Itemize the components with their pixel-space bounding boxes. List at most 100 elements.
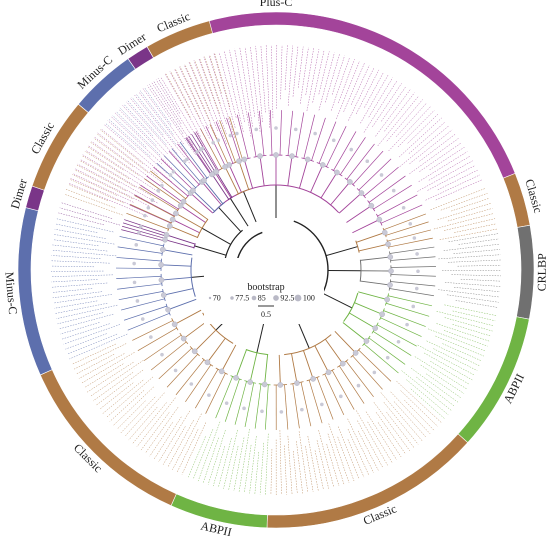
tip-line <box>64 193 123 216</box>
branch-spoke <box>224 378 240 422</box>
bootstrap-node <box>254 127 259 132</box>
tip-line <box>149 83 184 134</box>
tip-line <box>407 113 439 144</box>
tip-line <box>293 451 298 495</box>
tip-line <box>60 322 100 335</box>
bootstrap-node <box>304 156 311 163</box>
tip-line <box>76 164 127 192</box>
tip-line <box>363 80 398 133</box>
tip-line <box>406 379 449 415</box>
tip-line <box>427 328 486 352</box>
bootstrap-node <box>228 133 233 138</box>
branch-spoke <box>123 305 167 321</box>
tip-line <box>375 412 406 455</box>
tip-line <box>284 445 288 495</box>
branch-spoke <box>338 192 362 214</box>
branch-arc <box>227 196 233 201</box>
ring-segment-classic-12 <box>146 20 213 59</box>
tip-line <box>417 344 475 376</box>
tip-line <box>388 106 431 152</box>
tip-line <box>204 56 221 104</box>
tip-line <box>417 160 473 192</box>
branch-spoke <box>224 166 239 194</box>
tip-line <box>138 91 187 154</box>
tip-line <box>357 420 384 469</box>
tip-line <box>438 254 501 260</box>
branch-spoke <box>388 295 433 307</box>
tip-line <box>58 212 104 226</box>
branch-spoke <box>183 320 209 339</box>
tip-line <box>93 137 134 167</box>
tip-line <box>172 413 202 470</box>
tip-line <box>106 376 154 418</box>
tip-line <box>128 406 158 441</box>
bootstrap-node <box>379 173 384 177</box>
tip-line <box>318 51 330 95</box>
tip-line <box>96 369 144 406</box>
branch-spoke <box>126 212 169 230</box>
branch-arc <box>212 184 340 214</box>
branch-spoke <box>214 172 232 199</box>
branch-spoke <box>326 126 347 167</box>
tip-line <box>100 128 158 175</box>
tip-line <box>375 89 411 137</box>
bootstrap-node <box>189 382 194 386</box>
tip-line <box>71 343 116 365</box>
tip-line <box>364 72 384 108</box>
branch-spoke <box>221 344 237 372</box>
branch-spoke <box>324 374 345 416</box>
tip-line <box>79 159 158 204</box>
branch-spoke <box>183 201 208 220</box>
tip-line <box>444 282 501 287</box>
bootstrap-node <box>236 158 242 164</box>
branch-spoke <box>356 232 385 243</box>
tip-line <box>55 223 98 233</box>
tip-line <box>447 259 501 263</box>
bootstrap-node <box>260 409 264 414</box>
bootstrap-node <box>211 140 215 145</box>
tip-line <box>436 310 494 327</box>
branch-spoke <box>264 384 269 430</box>
tip-line <box>347 439 365 478</box>
tip-line <box>453 249 501 254</box>
branch-spoke <box>342 322 367 342</box>
bootstrap-node <box>163 232 170 238</box>
tip-line <box>438 289 500 298</box>
legend-circle-4 <box>294 294 302 302</box>
tip-line <box>223 50 244 132</box>
tip-line <box>444 317 493 332</box>
ring-segment-crlbp-2 <box>516 224 535 320</box>
branch-spoke <box>119 236 164 247</box>
branch-spoke <box>291 353 298 384</box>
tip-line <box>192 429 214 480</box>
bootstrap-node <box>182 159 187 164</box>
bootstrap-node <box>222 164 228 170</box>
tip-line <box>67 333 118 355</box>
branch-spoke <box>390 266 436 268</box>
bootstrap-node <box>169 216 176 223</box>
branch-spoke <box>333 131 357 171</box>
branch-spoke <box>320 172 338 199</box>
branch-spoke <box>194 132 218 172</box>
tip-line <box>151 82 194 146</box>
branch-spoke <box>287 156 293 186</box>
tip-line <box>54 300 98 309</box>
tip-line <box>53 239 99 247</box>
tip-line <box>234 48 252 137</box>
tip-line <box>357 430 379 471</box>
bootstrap-node <box>381 229 388 236</box>
bootstrap-node <box>414 286 419 291</box>
branch-spoke <box>161 276 192 281</box>
branch-spoke <box>352 150 384 185</box>
branch-spoke <box>376 324 417 347</box>
bootstrap-node <box>140 317 145 321</box>
bootstrap-node <box>293 127 298 132</box>
tip-line <box>443 243 500 251</box>
branch-spoke <box>264 354 269 385</box>
tip-line <box>88 145 160 194</box>
tree-tip-lines <box>51 45 501 496</box>
bootstrap-node <box>385 241 391 247</box>
branch-spoke <box>349 312 376 329</box>
tip-line <box>440 192 488 211</box>
branch-spoke <box>171 148 202 183</box>
